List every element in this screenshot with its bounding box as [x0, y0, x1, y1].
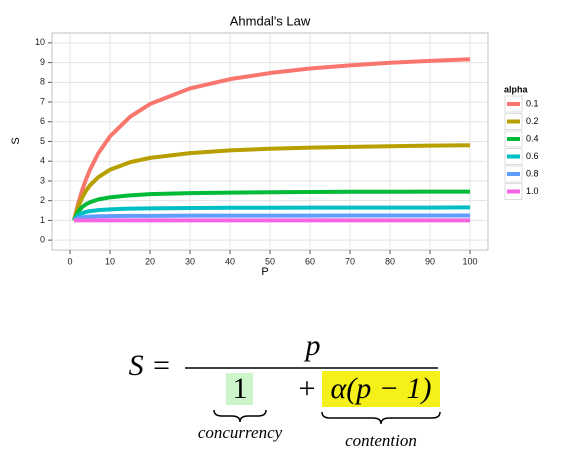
- x-tick-label: 70: [345, 256, 355, 266]
- brace: [213, 409, 267, 423]
- legend-title: alpha: [504, 84, 529, 94]
- y-tick-label: 5: [40, 136, 45, 146]
- legend-label: 1.0: [526, 186, 539, 196]
- series-line: [72, 189, 470, 222]
- legend-label: 0.2: [526, 116, 539, 126]
- x-tick-label: 40: [225, 256, 235, 266]
- x-tick-label: 50: [265, 256, 275, 266]
- y-tick-label: 1: [40, 215, 45, 225]
- legend-label: 0.8: [526, 168, 539, 178]
- y-tick-label: 9: [40, 57, 45, 67]
- legend-label: 0.6: [526, 151, 539, 161]
- brace: [321, 411, 441, 425]
- label-contention: contention: [345, 431, 417, 450]
- equation: S = p 1 + α(p − 1) concurrency contentio…: [129, 329, 441, 450]
- x-tick-label: 0: [67, 256, 72, 266]
- y-tick-label: 6: [40, 116, 45, 126]
- y-axis-label: S: [10, 137, 22, 144]
- legend-label: 0.1: [526, 98, 539, 108]
- label-concurrency: concurrency: [198, 423, 283, 442]
- x-tick-label: 100: [462, 256, 477, 266]
- legend-label: 0.4: [526, 133, 539, 143]
- highlight-contention: [322, 371, 440, 407]
- x-tick-label: 30: [185, 256, 195, 266]
- lines: [72, 57, 471, 223]
- highlight-concurrency: [226, 373, 253, 405]
- equation-plus: +: [299, 372, 316, 405]
- equation-term2: α(p − 1): [331, 372, 432, 405]
- x-tick-label: 90: [425, 256, 435, 266]
- series-line: [72, 57, 471, 221]
- equation-lhs: S =: [129, 349, 172, 382]
- y-tick-label: 7: [40, 96, 45, 106]
- y-tick-label: 4: [40, 156, 45, 166]
- series-line: [72, 143, 471, 221]
- y-tick-label: 3: [40, 175, 45, 185]
- y-tick-label: 10: [35, 37, 45, 47]
- y-tick-label: 2: [40, 195, 45, 205]
- legend: 0.1 0.2 0.4 0.6 0.8 1.0: [504, 95, 539, 200]
- equation-numerator: p: [304, 329, 321, 362]
- y-tick-label: 8: [40, 77, 45, 87]
- equation-term1: 1: [233, 372, 248, 405]
- series-line: [72, 205, 471, 222]
- x-tick-label: 20: [145, 256, 155, 266]
- chart-title: Ahmdal's Law: [230, 13, 311, 28]
- grid: [48, 33, 488, 254]
- x-tick-label: 80: [385, 256, 395, 266]
- series-line: [73, 213, 470, 223]
- x-tick-label: 60: [305, 256, 315, 266]
- x-tick-label: 10: [105, 256, 115, 266]
- y-tick-label: 0: [40, 235, 45, 245]
- x-axis-label: P: [261, 266, 268, 278]
